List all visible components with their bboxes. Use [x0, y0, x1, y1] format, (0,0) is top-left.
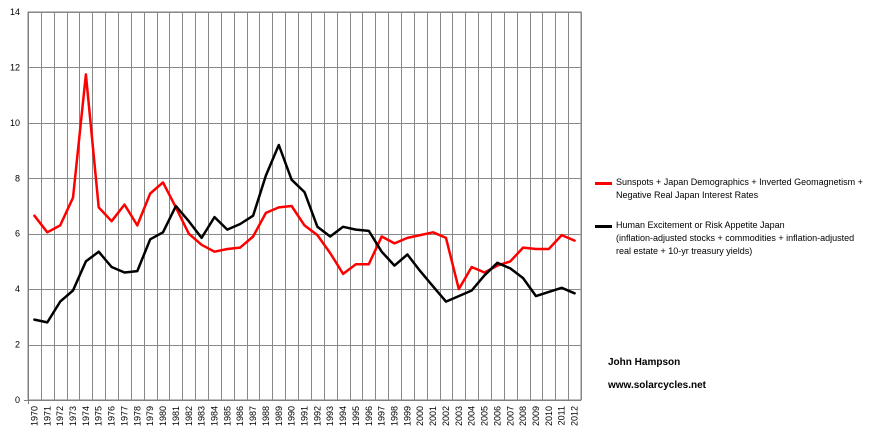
y-tick-label: 14 — [10, 7, 20, 17]
y-tick-label: 2 — [15, 340, 20, 350]
x-tick-label: 2009 — [531, 406, 541, 426]
x-tick-label: 1983 — [197, 406, 207, 426]
x-tick-label: 1985 — [222, 406, 232, 426]
x-tick-label: 1984 — [209, 406, 219, 426]
x-tick-label: 1993 — [325, 406, 335, 426]
legend-black-label: Human Excitement or Risk Appetite Japan … — [616, 219, 854, 258]
series-line-red — [33, 73, 576, 291]
legend-black-label-line-2: (inflation-adjusted stocks + commodities… — [616, 233, 855, 243]
x-tick-label: 2006 — [492, 406, 502, 426]
x-tick-label: 1972 — [55, 406, 65, 426]
legend-black-label-line-3: real estate + 10-yr treasury yields) — [616, 246, 753, 256]
x-tick-label: 2003 — [454, 406, 464, 426]
x-tick-label: 2002 — [441, 406, 451, 426]
y-tick-label: 4 — [15, 284, 20, 294]
x-tick-label: 1995 — [351, 406, 361, 426]
y-tick-label: 0 — [15, 395, 20, 405]
x-tick-label: 2010 — [544, 406, 554, 426]
x-tick-label: 1991 — [300, 406, 310, 426]
chart-axes — [24, 12, 581, 404]
x-tick-label: 1998 — [390, 406, 400, 426]
legend-black-swatch — [595, 225, 612, 228]
website-annotation: www.solarcycles.net — [608, 380, 707, 391]
x-tick-label: 1996 — [364, 406, 374, 426]
x-tick-label: 1987 — [248, 406, 258, 426]
legend-red-label-line-2: Negative Real Japan Interest Rates — [616, 190, 759, 200]
x-tick-label: 2011 — [557, 406, 567, 425]
x-tick-label: 1982 — [184, 406, 194, 426]
x-tick-label: 2008 — [518, 406, 528, 426]
x-tick-label: 1992 — [312, 406, 322, 426]
y-tick-label: 8 — [15, 173, 20, 183]
legend-black-label-line-1: Human Excitement or Risk Appetite Japan — [616, 220, 785, 230]
x-tick-label: 1973 — [68, 406, 78, 426]
x-tick-label: 1999 — [402, 406, 412, 426]
x-tick-label: 1989 — [274, 406, 284, 426]
chart-series — [33, 73, 576, 324]
legend-red-swatch — [595, 182, 612, 185]
y-axis-ticks: 0 2 4 6 8 10 12 14 — [10, 7, 20, 405]
x-tick-label: 1986 — [235, 406, 245, 426]
y-tick-label: 12 — [10, 62, 20, 72]
legend-red-label: Sunspots + Japan Demographics + Inverted… — [616, 176, 863, 202]
x-tick-label: 2001 — [428, 406, 438, 426]
x-axis-ticks: 1970 1971 1972 1973 1974 1975 1976 1977 1978 1979… — [29, 406, 579, 426]
x-tick-label: 1978 — [132, 406, 142, 426]
author-annotation: John Hampson — [608, 357, 681, 368]
x-tick-label: 1981 — [171, 406, 181, 426]
x-tick-label: 1976 — [107, 406, 117, 426]
x-tick-label: 1980 — [158, 406, 168, 426]
x-tick-label: 2007 — [505, 406, 515, 426]
y-tick-label: 6 — [15, 229, 20, 239]
x-tick-label: 2004 — [467, 406, 477, 426]
plot-area — [27, 11, 582, 401]
chart-grid — [27, 11, 582, 401]
legend-red-label-line-1: Sunspots + Japan Demographics + Inverted… — [616, 177, 863, 187]
x-tick-label: 2012 — [570, 406, 580, 426]
x-tick-label: 1975 — [94, 406, 104, 426]
x-tick-label: 1997 — [377, 406, 387, 426]
x-tick-label: 1970 — [29, 406, 39, 426]
x-tick-label: 1994 — [338, 406, 348, 426]
x-tick-label: 2005 — [480, 406, 490, 426]
x-tick-label: 1971 — [42, 406, 52, 426]
x-tick-label: 1977 — [119, 406, 129, 426]
x-tick-label: 1979 — [145, 406, 155, 426]
x-tick-label: 1990 — [287, 406, 297, 426]
x-tick-label: 2000 — [415, 406, 425, 426]
x-tick-label: 1974 — [81, 406, 91, 426]
y-tick-label: 10 — [10, 118, 20, 128]
series-line-black — [33, 143, 576, 324]
x-tick-label: 1988 — [261, 406, 271, 426]
